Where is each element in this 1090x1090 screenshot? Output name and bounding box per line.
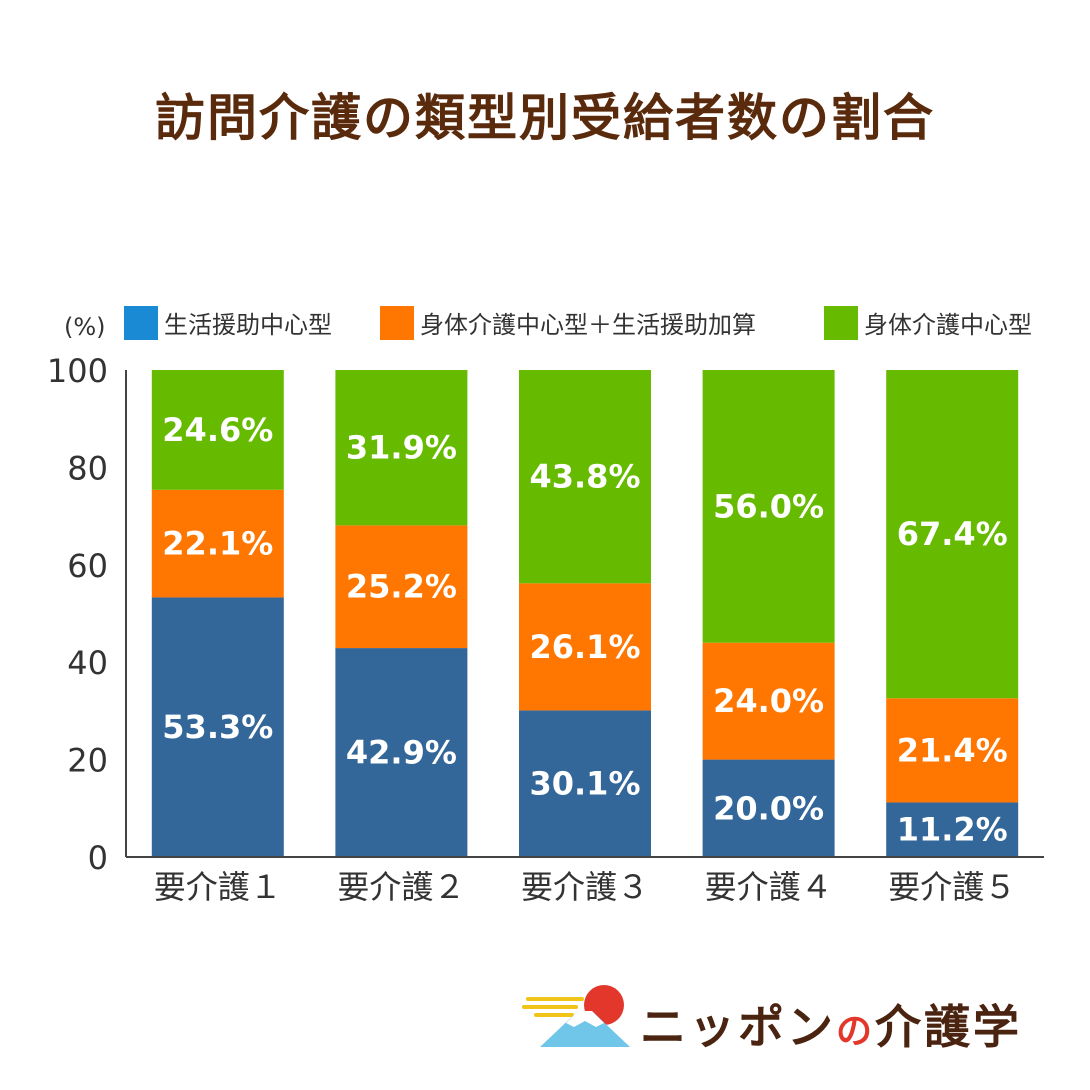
category-label: 要介護５ <box>888 868 1016 906</box>
mount-fuji-sun-icon <box>522 985 630 1047</box>
chart-title: 訪問介護の類型別受給者数の割合 <box>155 89 935 147</box>
bar-segment <box>519 710 651 857</box>
data-label: 31.9% <box>346 429 457 467</box>
legend: 生活援助中心型 身体介護中心型＋生活援助加算 身体介護中心型 <box>124 306 1032 340</box>
bar-segment <box>702 759 835 857</box>
y-unit-label: (%) <box>64 313 106 341</box>
data-label: 22.1% <box>162 525 273 563</box>
category-label: 要介護１ <box>154 868 282 906</box>
data-label: 21.4% <box>897 731 1008 769</box>
bar-segment <box>151 370 284 490</box>
bar-segment <box>335 370 468 526</box>
brand-name-part3: 介護学 <box>875 1000 1023 1054</box>
legend-label: 生活援助中心型 <box>164 311 332 339</box>
legend-swatch <box>824 306 858 340</box>
legend-label: 身体介護中心型 <box>864 311 1032 339</box>
category-label: 要介護４ <box>705 868 833 906</box>
bar-segment <box>886 370 1019 699</box>
data-label: 43.8% <box>529 458 640 496</box>
y-tick-label: 100 <box>47 352 108 390</box>
brand-logo: ニッポンの介護学 <box>520 985 1080 1055</box>
category-label: 要介護３ <box>521 868 649 906</box>
bar-segment <box>886 698 1019 803</box>
y-tick-label: 20 <box>67 742 108 780</box>
brand-name-part2: の <box>836 1011 876 1052</box>
y-tick-label: 80 <box>67 449 108 487</box>
bar-segment <box>702 642 835 760</box>
y-tick-label: 40 <box>67 644 108 682</box>
bar-segment <box>335 648 468 857</box>
y-tick-label: 0 <box>88 839 108 877</box>
stacked-bar-chart: (%) 生活援助中心型 身体介護中心型＋生活援助加算 身体介護中心型 0 20 40 60… <box>47 306 1044 906</box>
bar-segment <box>702 370 835 643</box>
data-label: 25.2% <box>346 568 457 606</box>
y-tick-label: 60 <box>67 547 108 585</box>
data-label: 42.9% <box>346 734 457 772</box>
y-axis: 0 20 40 60 80 100 <box>47 352 108 877</box>
x-axis: 要介護１ 要介護２ 要介護３ 要介護４ 要介護５ <box>154 868 1016 906</box>
category-label: 要介護２ <box>337 868 465 906</box>
data-label: 26.1% <box>529 628 640 666</box>
data-label: 24.0% <box>713 682 824 720</box>
data-label: 20.0% <box>713 789 824 827</box>
legend-swatch <box>380 306 414 340</box>
bar-segment <box>886 802 1019 857</box>
data-label: 53.3% <box>162 708 273 746</box>
legend-label: 身体介護中心型＋生活援助加算 <box>420 311 756 339</box>
bar-segment <box>519 370 651 584</box>
bar-segment <box>519 583 651 711</box>
data-label: 24.6% <box>162 411 273 449</box>
legend-swatch <box>124 306 158 340</box>
data-label: 56.0% <box>713 487 824 525</box>
bar-segment <box>335 525 468 649</box>
data-label: 11.2% <box>897 811 1008 849</box>
bar-segment <box>151 597 284 857</box>
bars: 53.3% 22.1% 24.6% 42.9% 25.2% 31.9% 30.1% 26.1%… <box>151 370 1019 857</box>
data-label: 30.1% <box>529 765 640 803</box>
data-label: 67.4% <box>897 515 1008 553</box>
brand-name: ニッポンの介護学 <box>640 991 1022 1057</box>
brand-name-part1: ニッポン <box>640 1000 836 1054</box>
bar-segment <box>151 489 284 598</box>
